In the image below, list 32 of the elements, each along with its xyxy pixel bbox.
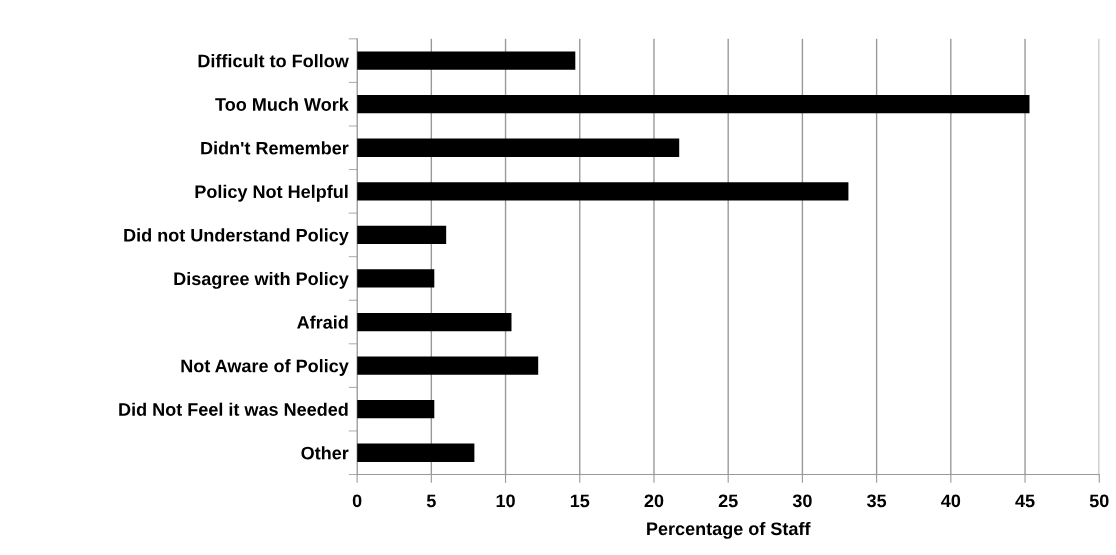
bar xyxy=(357,95,1030,114)
x-axis-title: Percentage of Staff xyxy=(647,521,811,539)
x-tick-label: 45 xyxy=(1015,494,1035,508)
x-tick-label: 30 xyxy=(792,494,812,508)
y-tick-label: Too Much Work xyxy=(215,97,349,111)
bar xyxy=(357,51,576,70)
x-tick-label: 50 xyxy=(1089,494,1109,508)
y-tick-label: Not Aware of Policy xyxy=(181,359,349,376)
bar xyxy=(357,138,680,157)
y-tick-label: Afraid xyxy=(297,315,348,329)
bar xyxy=(357,182,849,201)
y-tick-label: Difficult to Follow xyxy=(198,54,349,68)
y-tick-label: Disagree with Policy xyxy=(174,271,349,289)
x-tick-label: 35 xyxy=(866,494,887,508)
x-tick-label: 15 xyxy=(570,494,590,508)
y-tick-label: Did Not Feel it was Needed xyxy=(119,402,348,416)
x-tick-label: 25 xyxy=(718,494,738,508)
bar xyxy=(357,443,475,462)
y-tick-label: Didn't Remember xyxy=(201,141,349,155)
x-tick-label: 40 xyxy=(941,494,961,508)
bar xyxy=(357,400,435,419)
bar xyxy=(357,269,435,288)
y-tick-label: Other xyxy=(301,446,349,460)
x-tick-label: 5 xyxy=(426,494,436,508)
x-tick-label: 10 xyxy=(496,494,515,508)
y-tick-label: Did not Understand Policy xyxy=(124,228,349,246)
bar xyxy=(357,312,512,332)
x-tick-label: 20 xyxy=(644,494,664,508)
x-tick-label: 0 xyxy=(352,494,362,508)
bar xyxy=(357,356,539,375)
y-tick-label: Policy Not Helpful xyxy=(195,184,348,202)
bar xyxy=(357,225,447,245)
